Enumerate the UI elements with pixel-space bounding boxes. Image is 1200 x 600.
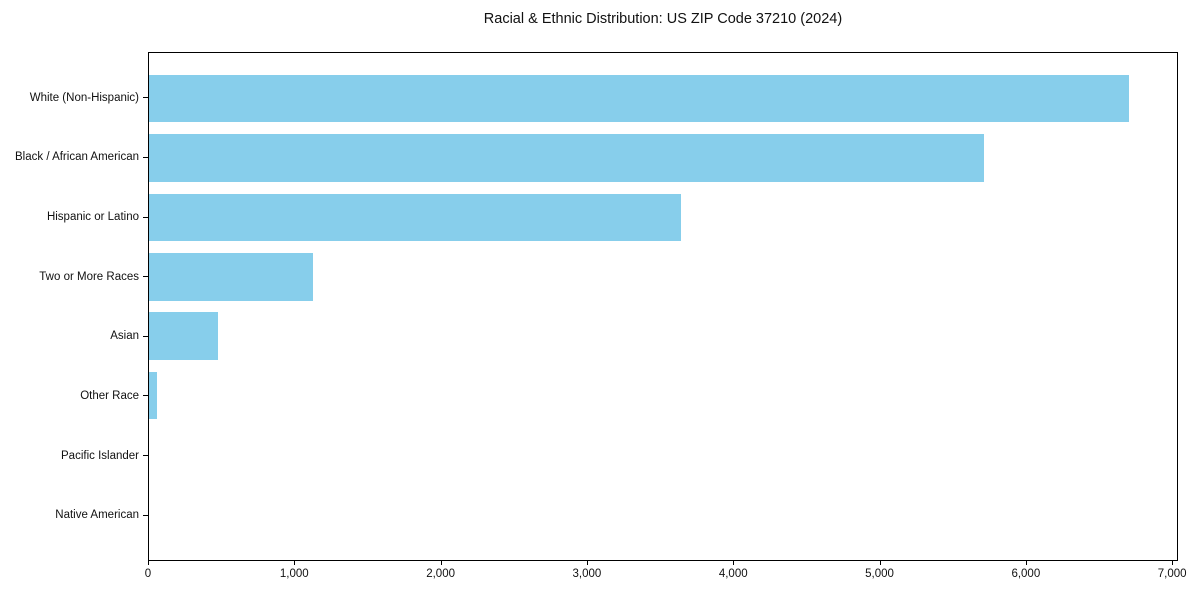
x-tick-label: 6,000 (1011, 568, 1041, 580)
x-tick-mark (1172, 560, 1174, 565)
x-tick-mark (148, 560, 149, 565)
y-label-row: Two or More Races (0, 247, 148, 307)
bar-row (149, 188, 1177, 247)
bar-row (149, 307, 1177, 366)
y-label-row: Black / African American (0, 128, 148, 188)
bar-row (149, 366, 1177, 425)
y-tick-mark (143, 216, 148, 218)
y-tick-label: Asian (110, 330, 139, 343)
y-tick-label: Hispanic or Latino (46, 211, 139, 224)
bar (149, 193, 682, 242)
bar-row (149, 247, 1177, 306)
bar-row (149, 69, 1177, 128)
y-label-row: Other Race (0, 366, 148, 426)
y-tick-mark (143, 276, 148, 278)
x-tick-mark (294, 560, 296, 565)
bar-rows (149, 53, 1177, 560)
x-tick-label: 4,000 (718, 568, 748, 580)
x-tick-mark (1025, 560, 1027, 565)
y-label-row: Hispanic or Latino (0, 187, 148, 247)
y-label-row: Asian (0, 307, 148, 367)
bar-row (149, 425, 1177, 484)
x-tick-label: 0 (144, 568, 152, 580)
x-tick-mark (440, 560, 442, 565)
bar-row (149, 485, 1177, 544)
x-axis: 0 1,000 2,000 3,000 4,000 5,000 6,000 7,000 (144, 560, 1187, 600)
bar-row (149, 128, 1177, 187)
y-tick-label: Black / African American (15, 151, 139, 164)
y-tick-mark (143, 156, 148, 158)
y-label-row: Native American (0, 485, 148, 545)
bar (149, 134, 984, 182)
x-tick-label: 1,000 (279, 568, 309, 580)
x-tick-mark (733, 560, 735, 565)
x-tick-label: 5,000 (865, 568, 894, 580)
y-tick-label: Pacific Islander (61, 449, 139, 462)
bar (149, 253, 313, 301)
y-label-row: White (Non-Hispanic) (0, 68, 148, 128)
y-tick-mark (143, 514, 148, 516)
y-tick-label: Native American (55, 509, 139, 522)
x-tick-mark (879, 560, 881, 565)
bar (149, 74, 1129, 123)
chart-title: Racial & Ethnic Distribution: US ZIP Cod… (483, 11, 843, 27)
x-tick-label: 7,000 (1157, 568, 1187, 580)
y-label-row: Pacific Islander (0, 426, 148, 486)
x-tick-mark (586, 560, 588, 565)
y-tick-label: Other Race (80, 389, 139, 402)
x-tick-label: 2,000 (426, 568, 455, 580)
y-tick-mark (143, 455, 148, 457)
y-axis-labels: White (Non-Hispanic) Black / African Amer… (0, 52, 148, 561)
plot-area (148, 52, 1178, 561)
bar (149, 371, 158, 420)
bar (149, 312, 219, 360)
y-tick-mark (143, 395, 148, 397)
y-tick-mark (143, 335, 148, 337)
x-tick-label: 3,000 (572, 568, 602, 580)
y-tick-label: White (Non-Hispanic) (29, 91, 139, 104)
y-tick-mark (143, 97, 148, 99)
y-tick-label: Two or More Races (39, 270, 139, 283)
